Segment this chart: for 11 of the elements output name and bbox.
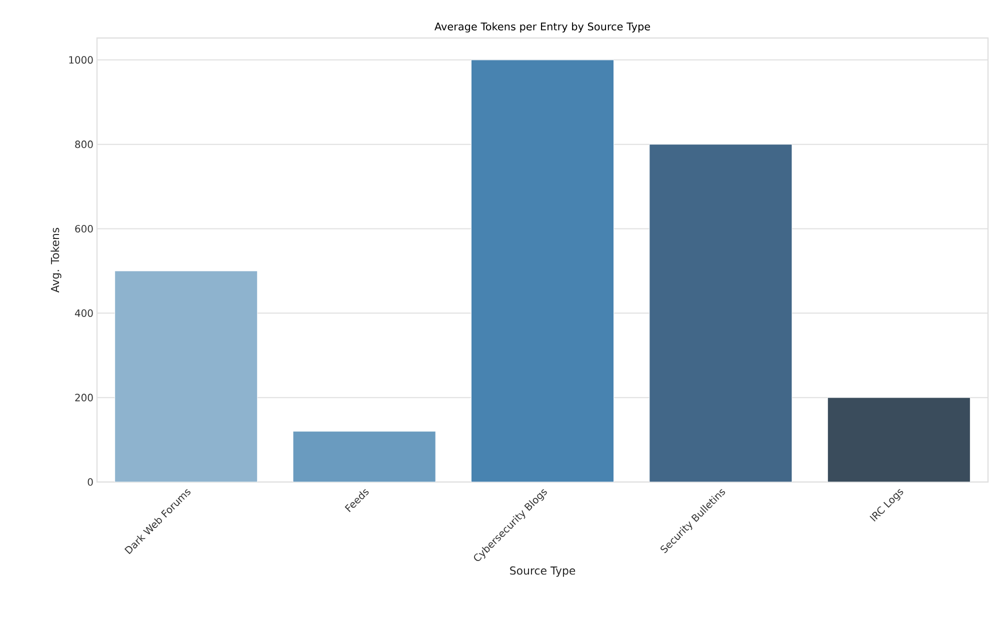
x-axis-title: Source Type: [510, 566, 576, 577]
chart-title: Average Tokens per Entry by Source Type: [434, 22, 650, 32]
y-tick-label: 400: [74, 309, 93, 317]
bar: [827, 397, 970, 482]
bar: [114, 270, 258, 482]
y-tick-label: 0: [88, 478, 93, 486]
y-tick-label: 1000: [69, 56, 93, 64]
y-axis-title: Avg. Tokens: [50, 228, 62, 293]
y-tick-label: 600: [75, 224, 93, 233]
y-tick-label: 200: [75, 394, 93, 402]
y-tick-label: 800: [75, 140, 93, 148]
